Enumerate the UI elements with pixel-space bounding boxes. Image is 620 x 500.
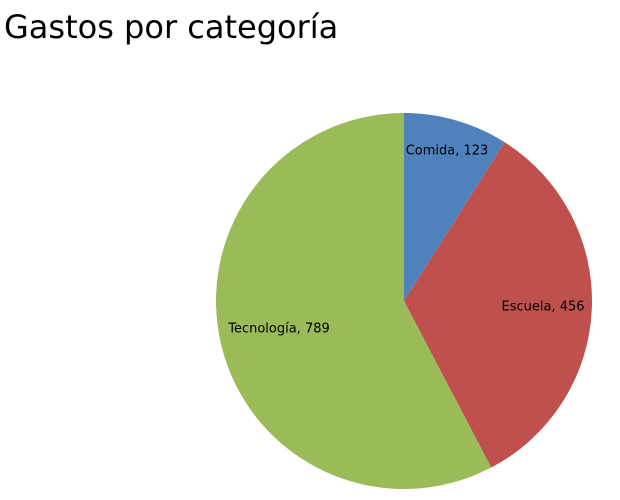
pie-slice-escuela — [404, 142, 593, 468]
pie-slice-tecnología — [216, 113, 492, 489]
chart-title: Gastos por categoría — [4, 8, 339, 46]
data-label-escuela: Escuela, 456 — [501, 300, 584, 315]
pie-slices — [216, 113, 593, 489]
data-label-comida: Comida, 123 — [406, 144, 489, 159]
data-label-tecnología: Tecnología, 789 — [227, 322, 330, 337]
pie-labels: Comida, 123 Escuela, 456 Tecnología, 789 — [227, 144, 584, 337]
pie-slice-comida — [404, 113, 505, 301]
